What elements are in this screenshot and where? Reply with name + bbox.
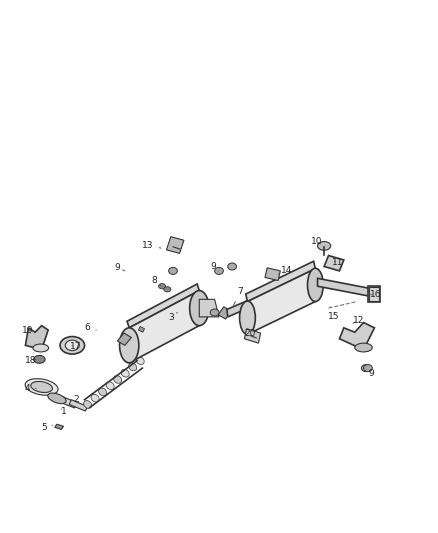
Polygon shape [244, 329, 261, 343]
Ellipse shape [129, 363, 137, 371]
Bar [368, 286, 380, 302]
Text: 11: 11 [332, 259, 343, 268]
Ellipse shape [65, 340, 79, 351]
Text: 5: 5 [41, 423, 53, 432]
Text: 9: 9 [210, 262, 219, 271]
Polygon shape [243, 305, 253, 314]
Ellipse shape [25, 378, 58, 395]
Polygon shape [55, 424, 64, 430]
Ellipse shape [307, 268, 323, 302]
Text: 9: 9 [114, 263, 125, 272]
Ellipse shape [34, 356, 45, 364]
Polygon shape [127, 284, 199, 328]
Polygon shape [265, 268, 280, 280]
Text: 15: 15 [328, 307, 339, 321]
Polygon shape [199, 300, 219, 317]
Polygon shape [246, 261, 315, 302]
Polygon shape [339, 322, 374, 350]
Ellipse shape [33, 344, 49, 352]
Polygon shape [218, 307, 231, 319]
Text: 1: 1 [60, 407, 67, 416]
Ellipse shape [48, 393, 66, 403]
Text: 8: 8 [151, 276, 161, 286]
Text: 10: 10 [311, 237, 322, 246]
Text: 18: 18 [25, 356, 37, 365]
Ellipse shape [164, 287, 171, 292]
Polygon shape [227, 296, 258, 317]
Ellipse shape [60, 336, 85, 354]
Text: 9: 9 [368, 369, 374, 378]
Ellipse shape [99, 388, 107, 396]
Polygon shape [129, 290, 199, 363]
Text: 19: 19 [22, 326, 33, 335]
Text: 3: 3 [168, 312, 177, 322]
Ellipse shape [121, 369, 129, 377]
Polygon shape [57, 395, 78, 408]
Polygon shape [69, 400, 88, 411]
Polygon shape [138, 327, 145, 332]
Ellipse shape [240, 301, 255, 334]
Ellipse shape [120, 328, 139, 363]
Ellipse shape [228, 263, 237, 270]
Ellipse shape [364, 365, 372, 372]
Ellipse shape [361, 365, 370, 372]
Ellipse shape [106, 382, 114, 390]
Bar [369, 287, 379, 301]
Polygon shape [324, 255, 344, 271]
Ellipse shape [169, 268, 177, 274]
Ellipse shape [31, 382, 53, 392]
Ellipse shape [84, 401, 92, 408]
Polygon shape [117, 333, 131, 345]
Polygon shape [318, 278, 374, 297]
Polygon shape [25, 326, 48, 350]
Text: 4: 4 [25, 384, 36, 393]
Text: 2: 2 [74, 395, 79, 404]
Ellipse shape [113, 376, 122, 383]
Ellipse shape [215, 268, 223, 274]
Ellipse shape [91, 394, 99, 402]
Text: 17: 17 [70, 342, 81, 351]
Text: 20: 20 [245, 328, 256, 337]
Ellipse shape [136, 357, 144, 365]
Text: 12: 12 [353, 316, 364, 325]
Ellipse shape [210, 309, 219, 316]
Text: 6: 6 [85, 324, 96, 332]
Text: 7: 7 [233, 287, 243, 305]
Ellipse shape [159, 284, 166, 289]
Text: 14: 14 [278, 266, 293, 276]
Polygon shape [247, 269, 315, 334]
Polygon shape [166, 237, 184, 253]
Ellipse shape [318, 241, 331, 251]
Text: 13: 13 [142, 241, 161, 250]
Ellipse shape [355, 343, 372, 352]
Text: 16: 16 [370, 290, 381, 300]
Ellipse shape [190, 290, 209, 326]
